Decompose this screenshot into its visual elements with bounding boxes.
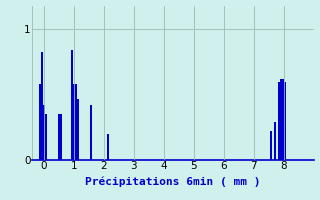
Bar (41, 52, 43, 160)
X-axis label: Précipitations 6min ( mm ): Précipitations 6min ( mm ) (85, 177, 260, 187)
Bar (282, 79, 284, 160)
Bar (274, 122, 276, 160)
Bar (45, 114, 47, 160)
Bar (280, 79, 282, 160)
Bar (60, 114, 62, 160)
Bar (77, 99, 79, 160)
Bar (270, 131, 272, 160)
Bar (75, 84, 77, 160)
Bar (278, 82, 280, 160)
Bar (107, 134, 109, 160)
Bar (73, 84, 75, 160)
Bar (284, 82, 286, 160)
Bar (58, 114, 60, 160)
Bar (90, 105, 92, 160)
Bar (71, 50, 73, 160)
Bar (43, 105, 45, 160)
Bar (39, 84, 41, 160)
